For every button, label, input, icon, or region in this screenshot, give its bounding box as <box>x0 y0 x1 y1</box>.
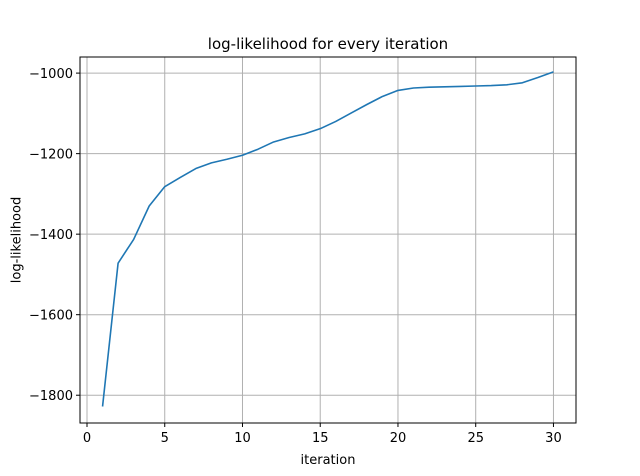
y-axis-label: log-likelihood <box>10 197 25 283</box>
y-tick-label: −1400 <box>29 228 73 243</box>
y-tick-label: −1800 <box>29 389 73 404</box>
plot-area-frame <box>79 56 577 424</box>
x-tick-label: 5 <box>161 431 169 446</box>
x-tick-label: 30 <box>545 431 562 446</box>
y-axis-ticks: −1800 −1600 −1400 −1200 −1000 <box>29 67 80 404</box>
y-tick-label: −1600 <box>29 309 73 324</box>
chart-title: log-likelihood for every iteration <box>208 35 448 53</box>
series-line <box>101 71 554 407</box>
x-tick-label: 0 <box>83 431 91 446</box>
data-series <box>101 71 554 407</box>
x-tick-label: 15 <box>312 431 329 446</box>
grid-lines <box>80 57 576 423</box>
x-axis-label: iteration <box>301 453 356 468</box>
x-tick-label: 25 <box>467 431 484 446</box>
y-tick-label: −1200 <box>29 148 73 163</box>
x-tick-label: 10 <box>234 431 251 446</box>
x-tick-label: 20 <box>390 431 407 446</box>
y-tick-label: −1000 <box>29 67 73 82</box>
x-axis-ticks: 0 5 10 15 20 25 30 <box>83 423 562 446</box>
